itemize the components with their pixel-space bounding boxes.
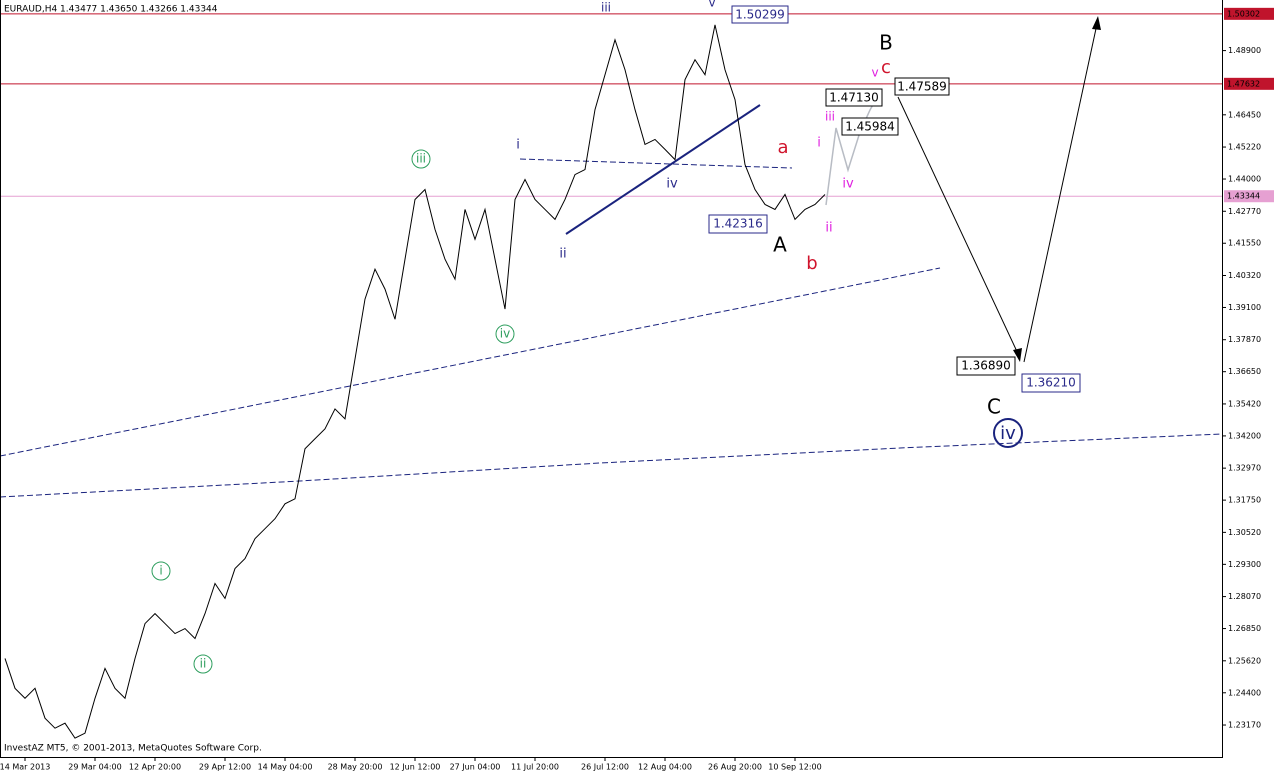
y-tick-label: 1.34200 [1228, 431, 1261, 440]
wave-label: iii [416, 152, 426, 166]
wave-circle [993, 418, 1023, 448]
x-tick-label: 12 Aug 04:00 [638, 763, 692, 772]
chart-title: EURAUD,H4 1.43477 1.43650 1.43266 1.4334… [4, 5, 218, 15]
wave-label: A [773, 233, 787, 257]
projection [825, 91, 881, 206]
y-tick-label: 1.25620 [1228, 656, 1261, 665]
wave-label: ii [200, 657, 207, 671]
wave-label: ii [825, 221, 832, 236]
price-label: 1.47130 [829, 91, 879, 105]
y-tick-label: 1.46450 [1228, 110, 1261, 119]
hlines [0, 13, 1222, 197]
wave-label: ii [559, 247, 566, 262]
annotations: iii v 1.50299 B c v 1.47589 1.47130 iii … [151, 0, 1081, 674]
y-tick-label: 1.30520 [1228, 528, 1261, 537]
price-tag-label: 1.50302 [1227, 9, 1260, 18]
wave-label: v [708, 0, 715, 10]
y-tick-label: 1.37870 [1228, 335, 1261, 344]
y-tick-label: 1.41550 [1228, 239, 1261, 248]
x-tick-label: 12 Apr 20:00 [129, 763, 181, 772]
arrow-head [1013, 348, 1022, 362]
arrow [1023, 23, 1098, 363]
price-tag-label: 1.43344 [1227, 192, 1260, 201]
wave-label: iv [1000, 423, 1016, 444]
wave-label: iv [500, 327, 510, 341]
price-box [708, 214, 768, 234]
x-tick-label: 11 Jul 20:00 [511, 763, 559, 772]
wave-label: b [806, 253, 817, 274]
y-tick-label: 1.44000 [1228, 175, 1261, 184]
price-box [841, 117, 899, 136]
wave-label: B [879, 31, 893, 55]
price-label: 1.36890 [961, 359, 1011, 373]
wave-circle [495, 324, 515, 344]
price-box [731, 5, 789, 24]
wave-label: v [871, 66, 878, 80]
y-tick-label: 1.29300 [1228, 560, 1261, 569]
price-tag [1224, 77, 1274, 90]
wave-label: C [987, 395, 1001, 419]
drawings [0, 16, 1223, 498]
wave-label: iv [842, 177, 854, 192]
plot [4, 24, 826, 739]
y-tick-label: 1.45220 [1228, 143, 1261, 152]
x-tick-label: 10 Sep 12:00 [768, 763, 821, 772]
price-label: 1.50299 [735, 8, 785, 22]
wave-label: iv [666, 177, 678, 192]
y-tick-label: 1.23170 [1228, 721, 1261, 730]
wave-label: c [881, 57, 891, 78]
price-line [4, 24, 826, 739]
wave-label: iii [825, 110, 835, 124]
wave-label: a [777, 137, 788, 158]
y-tick-label: 1.40320 [1228, 271, 1261, 280]
trend-line [565, 104, 761, 235]
y-tick-label: 1.32970 [1228, 464, 1261, 473]
y-tick-label: 1.35420 [1228, 399, 1261, 408]
x-tick-label: 26 Aug 20:00 [708, 763, 762, 772]
y-tick-label: 1.28070 [1228, 592, 1261, 601]
price-label: 1.47589 [897, 80, 947, 94]
price-tag [1224, 190, 1274, 203]
trend-line [0, 433, 1223, 498]
x-tick-label: 29 Mar 04:00 [68, 763, 121, 772]
y-tick-label: 1.31750 [1228, 496, 1261, 505]
wave-circle [411, 149, 431, 169]
y-tick-label: 1.26850 [1228, 624, 1261, 633]
price-box [825, 88, 883, 107]
wave-label: i [817, 136, 821, 151]
price-tag-label: 1.47632 [1227, 79, 1260, 88]
y-tick-label: 1.48900 [1228, 46, 1261, 55]
price-box [894, 77, 950, 96]
wave-circle [151, 561, 171, 581]
axis-labels: 1.48900 1.46450 1.45220 1.44000 1.42770 1.415… [0, 7, 1274, 772]
y-tick-label: 1.36650 [1228, 367, 1261, 376]
x-tick-label: 12 Jun 12:00 [390, 763, 441, 772]
wave-label: i [159, 564, 162, 578]
wave-label: i [516, 138, 520, 153]
y-tick-label: 1.42770 [1228, 207, 1261, 216]
trend-line [0, 267, 941, 457]
arrow-head [1092, 16, 1101, 30]
x-tick-label: 14 May 04:00 [258, 763, 313, 772]
x-tick-label: 27 Jun 04:00 [450, 763, 501, 772]
wave-label: iii [601, 1, 611, 15]
arrow [897, 96, 1021, 359]
price-label: 1.45984 [845, 120, 895, 134]
wave-circle [193, 654, 213, 674]
price-box [1021, 373, 1081, 393]
watermark: InvestAZ MT5, © 2001-2013, MetaQuotes So… [4, 744, 262, 754]
x-tick-label: 14 Mar 2013 [0, 763, 50, 772]
y-tick-label: 1.24400 [1228, 688, 1261, 697]
trend-line [519, 158, 793, 169]
x-tick-label: 28 May 20:00 [328, 763, 383, 772]
price-label: 1.42316 [713, 217, 763, 231]
price-tag [1224, 7, 1274, 20]
price-box [956, 356, 1016, 376]
x-tick-label: 26 Jul 12:00 [581, 763, 629, 772]
price-label: 1.36210 [1026, 376, 1076, 390]
y-tick-label: 1.39100 [1228, 303, 1261, 312]
x-tick-label: 29 Apr 12:00 [199, 763, 251, 772]
